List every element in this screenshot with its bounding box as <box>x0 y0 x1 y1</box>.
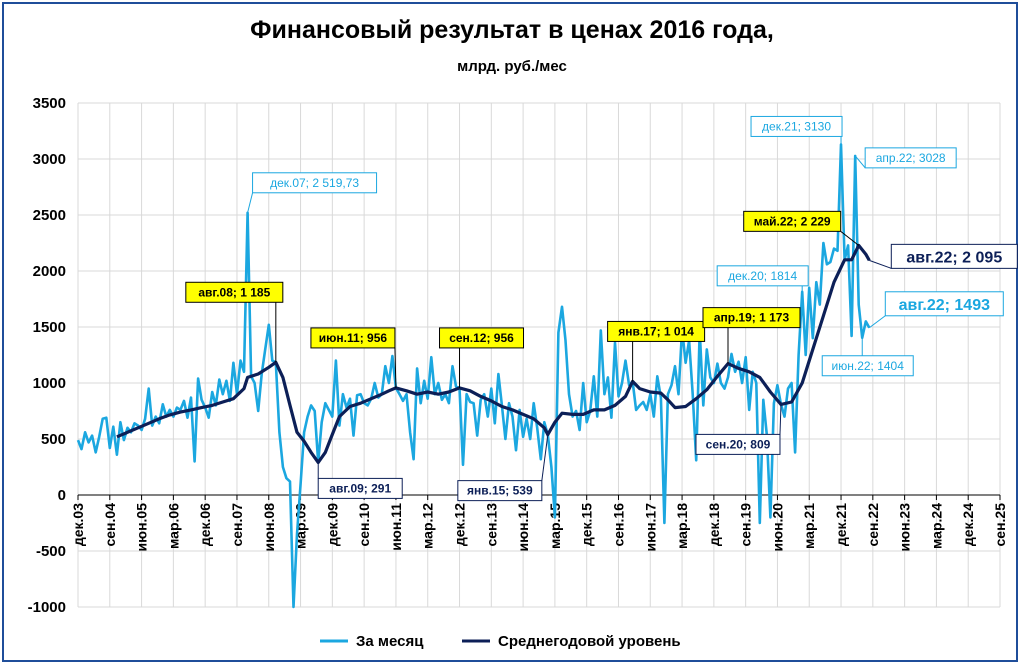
y-tick-label: 3500 <box>33 95 66 112</box>
callout-leader <box>779 404 782 435</box>
y-tick-label: -1000 <box>28 599 66 616</box>
callout-box <box>821 355 914 377</box>
callout-box <box>884 291 1004 317</box>
callout-label: сен.20; 809 <box>706 437 771 451</box>
x-tick-label: июн.23 <box>897 503 913 552</box>
callout-box <box>864 147 957 169</box>
callout-label: авг.08; 1 185 <box>198 285 270 299</box>
callout-label: авг.22; 2 095 <box>906 249 1002 266</box>
callout-box <box>695 433 781 455</box>
x-tick-label: июн.08 <box>261 503 277 552</box>
x-tick-label: мар.15 <box>547 503 563 549</box>
x-tick-label: сен.10 <box>356 503 372 547</box>
chart-subtitle: млрд. руб./мес <box>457 58 567 75</box>
callout-leader <box>854 155 866 169</box>
x-tick-label: июн.14 <box>515 503 531 552</box>
series-layer <box>76 143 871 609</box>
x-tick-label: дек.15 <box>579 503 595 546</box>
x-tick-label: дек.18 <box>706 503 722 546</box>
y-tick-label: 3000 <box>33 151 66 168</box>
x-tick-label: июн.17 <box>642 503 658 552</box>
callout-box <box>743 210 842 232</box>
x-tick-label: дек.24 <box>960 503 976 546</box>
callout-box <box>607 320 706 342</box>
callout-label: янв.17; 1 014 <box>618 324 694 338</box>
x-tick-label: дек.21 <box>833 503 849 546</box>
x-tick-label: дек.12 <box>452 503 468 546</box>
x-tick-label: мар.21 <box>801 503 817 549</box>
callout-box <box>457 480 543 502</box>
callout-layer: дек.07; 2 519,73 авг.08; 1 185 авг.09; 291… <box>185 115 1018 502</box>
y-tick-label: 1500 <box>33 319 66 336</box>
callout-label: апр.19; 1 173 <box>714 311 790 325</box>
callout-label: дек.20; 1814 <box>728 269 797 283</box>
x-tick-label: мар.09 <box>293 503 309 549</box>
x-tick-label: мар.24 <box>928 503 944 549</box>
legend: За месяц Среднегодовой уровень <box>320 633 681 650</box>
series-line-monthly <box>76 143 871 609</box>
callout-leader <box>868 315 886 329</box>
callout-label: авг.09; 291 <box>329 481 391 495</box>
y-tick-label: 2000 <box>33 263 66 280</box>
y-tick-label: 0 <box>58 487 66 504</box>
callout-label: апр.22; 3028 <box>876 151 946 165</box>
callout-box <box>750 115 843 137</box>
callout-box <box>702 307 801 329</box>
grid-layer <box>77 102 1001 608</box>
x-tick-label: сен.04 <box>102 503 118 547</box>
y-tick-label: 500 <box>41 431 66 448</box>
legend-label: За месяц <box>356 633 424 650</box>
x-tick-label: мар.06 <box>165 503 181 549</box>
y-tick-label: 2500 <box>33 207 66 224</box>
x-tick-label: дек.06 <box>197 503 213 546</box>
legend-label: Среднегодовой уровень <box>498 633 681 650</box>
callout-box <box>716 265 809 287</box>
callout-label: авг.22; 1493 <box>899 297 991 314</box>
callout-leader <box>541 434 549 481</box>
x-tick-label: мар.18 <box>674 503 690 549</box>
callout-label: янв.15; 539 <box>467 484 533 498</box>
y-tick-label: -500 <box>36 543 66 560</box>
callout-label: дек.07; 2 519,73 <box>270 176 359 190</box>
x-tick-label: июн.11 <box>388 503 404 551</box>
callout-label: май.22; 2 229 <box>754 214 831 228</box>
callout-box <box>252 172 378 194</box>
x-tick-label: мар.12 <box>420 503 436 549</box>
chart-title: Финансовый результат в ценах 2016 года, <box>250 16 774 44</box>
callout-label: сен.12; 956 <box>449 331 514 345</box>
callout-label: июн.22; 1404 <box>832 359 905 373</box>
callout-leader <box>840 230 860 246</box>
x-tick-label: дек.09 <box>324 503 340 546</box>
x-tick-label: сен.07 <box>229 503 245 547</box>
callout-box <box>317 477 403 499</box>
callout-box <box>439 327 525 349</box>
callout-leader <box>247 192 254 213</box>
y-tick-label: 1000 <box>33 375 66 392</box>
callout-box <box>185 281 284 303</box>
callout-label: дек.21; 3130 <box>762 119 831 133</box>
x-tick-label: сен.19 <box>738 503 754 547</box>
x-tick-label: июн.20 <box>769 503 785 552</box>
callout-box <box>890 243 1018 269</box>
callout-label: июн.11; 956 <box>319 331 388 345</box>
x-tick-label: сен.13 <box>483 503 499 547</box>
callout-leader <box>869 259 892 269</box>
x-tick-label: июн.05 <box>134 503 150 552</box>
x-tick-label: сен.22 <box>865 503 881 547</box>
x-tick-label: сен.25 <box>992 503 1008 547</box>
axis-layer: 3500 3000 2500 2000 1500 1000 500 0 -500 -1000 дек… <box>28 95 1008 616</box>
x-tick-label: дек.03 <box>70 503 86 546</box>
callout-box <box>310 327 396 349</box>
series-line-average <box>116 243 871 464</box>
callout-leader <box>394 347 397 388</box>
x-tick-label: сен.16 <box>610 503 626 547</box>
